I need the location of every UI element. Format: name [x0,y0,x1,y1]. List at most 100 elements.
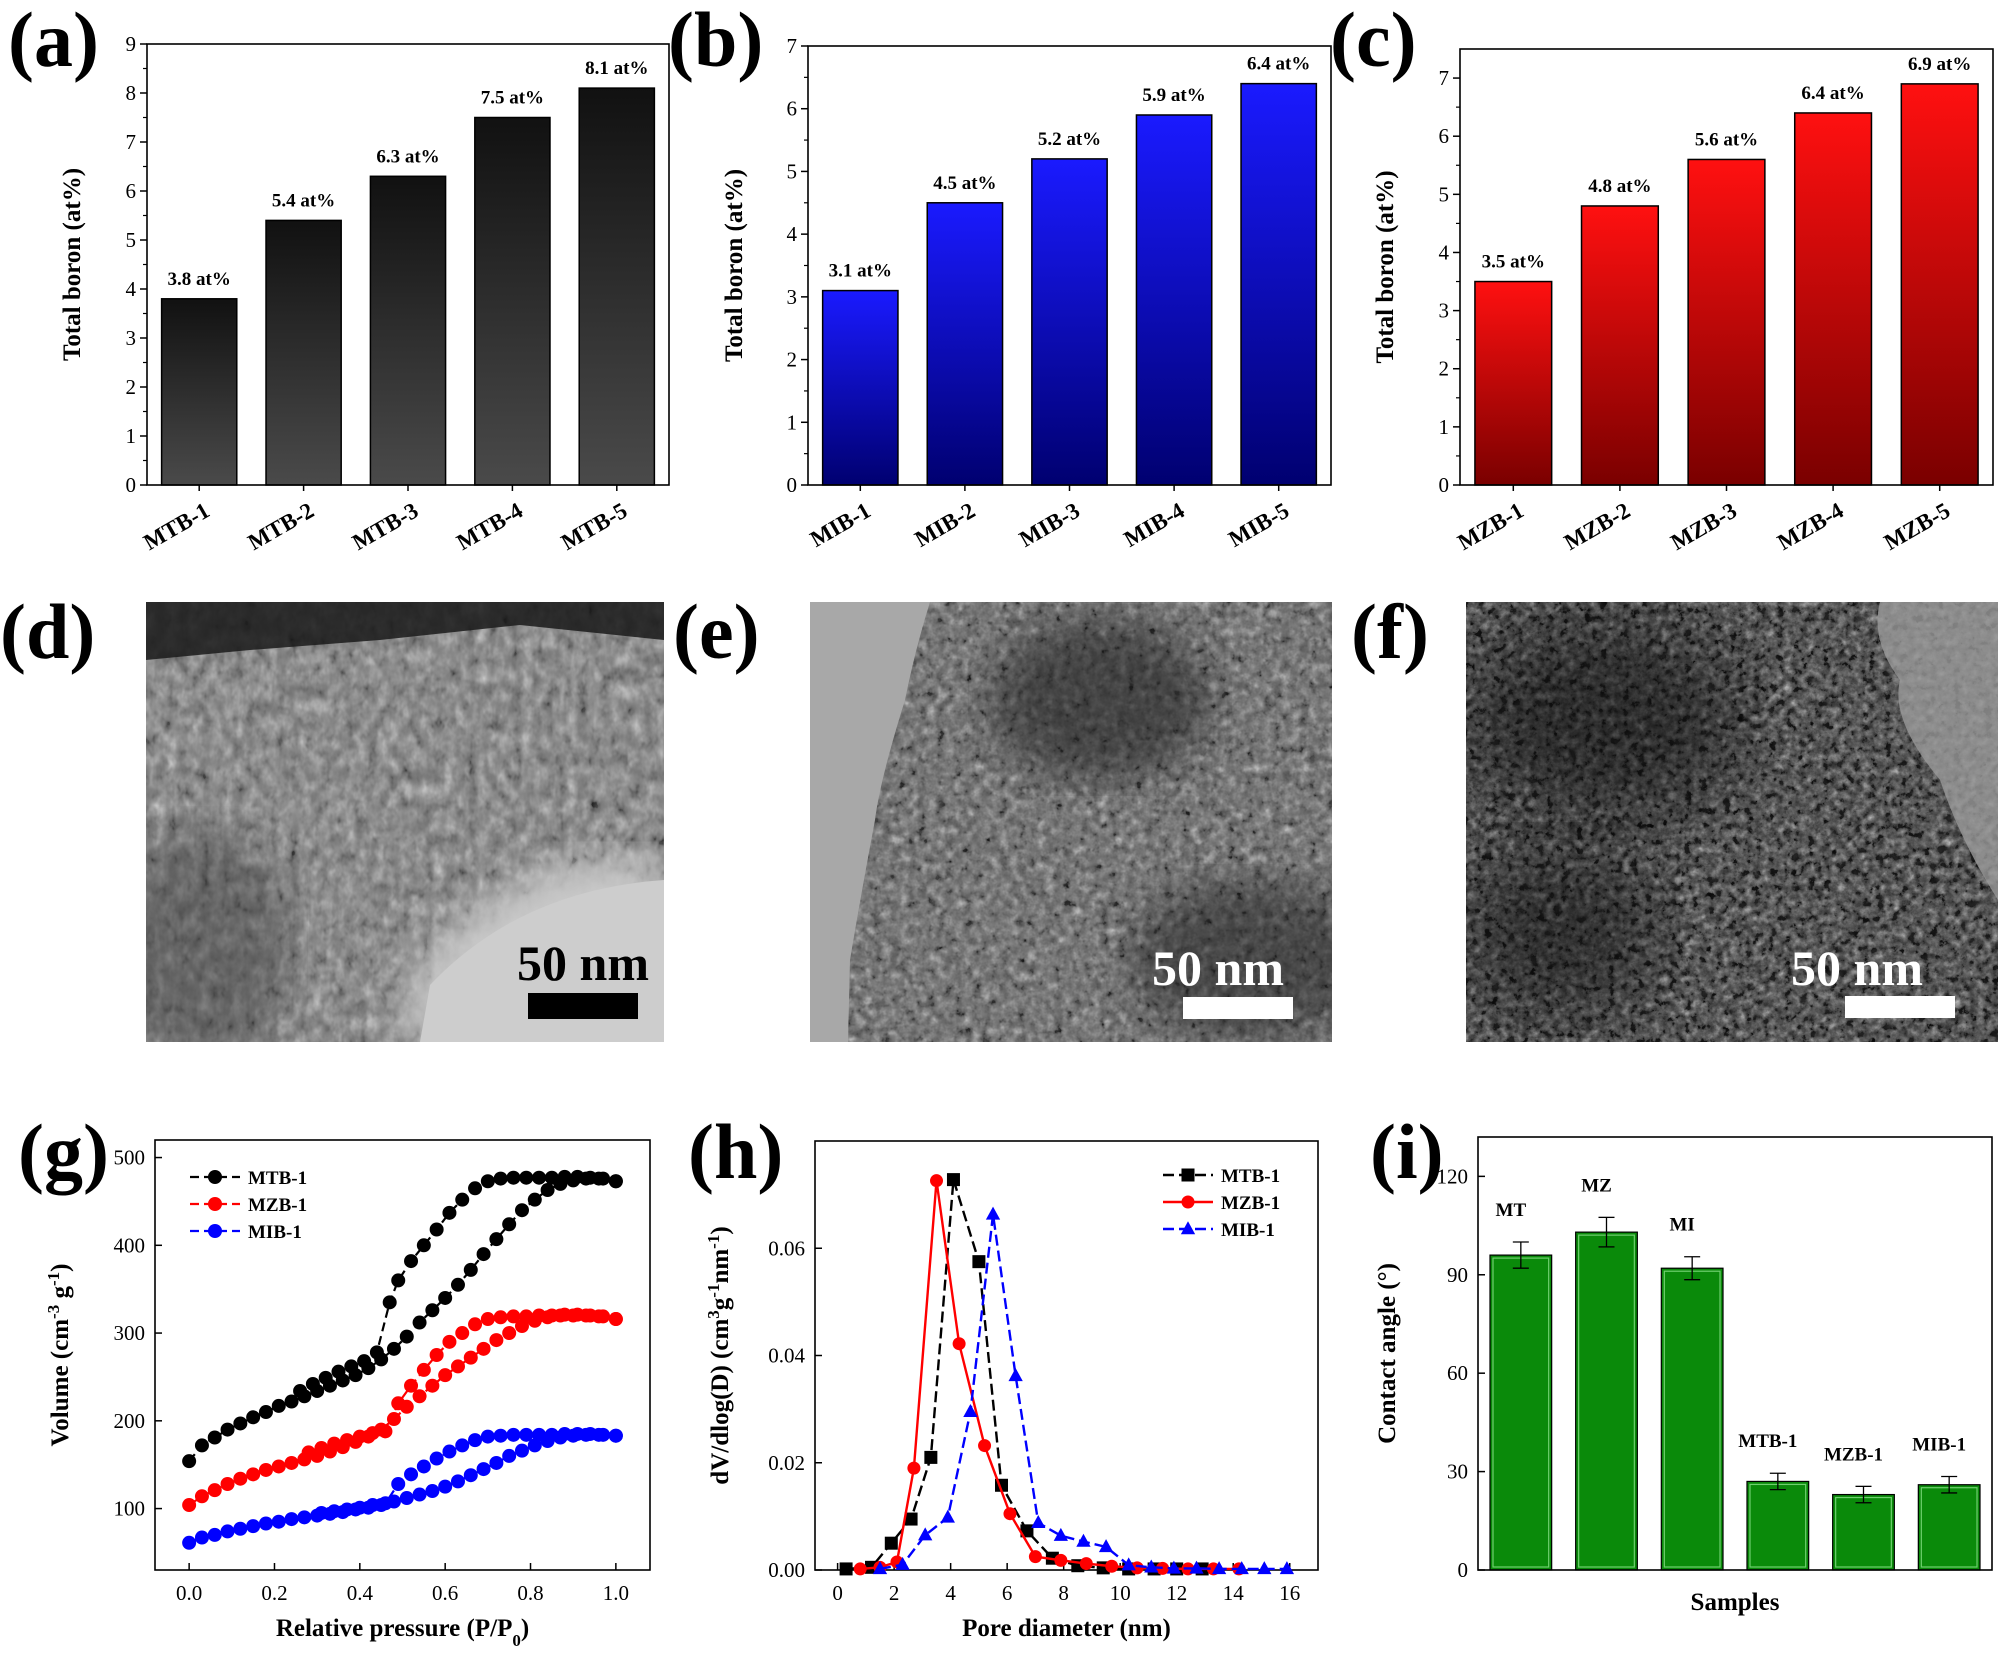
y-tick-label: 100 [114,1497,146,1521]
x-tick-label: 14 [1223,1581,1245,1605]
panel-label-a: (a) [8,0,99,83]
y-tick-label: 5 [1439,182,1450,206]
y-tick-label: 7 [126,130,137,154]
x-tick-label: 4 [945,1581,956,1605]
data-label-mzb-4: 6.4 at% [1801,83,1864,104]
y-tick-label: 1 [126,424,137,448]
y-axis-label: Total boron (at%) [59,168,86,361]
x-tick-label: 16 [1279,1581,1300,1605]
point-mib-1-desorption [340,1502,355,1517]
point-mib-1-adsorption [207,1527,222,1542]
x-tick-label: 12 [1166,1581,1187,1605]
x-tick-label-mib-3: MIB-3 [1015,498,1084,552]
y-axis-label: Volume (cm-3 g-1) [44,1264,75,1447]
category-label-mz: MZ [1581,1175,1612,1196]
y-axis-label-text: dV/dlog(D) (cm [707,1319,734,1485]
chart-a-boron-mtb: 3.8 at% MTB-1 5.4 at% MTB-2 6.3 at% MTB-3 7.5 … [59,32,670,555]
point-mzb-1-adsorption [502,1326,517,1341]
y-tick-label: 90 [1447,1263,1468,1287]
point-mtb-1-adsorption [220,1422,235,1437]
x-tick-label: 0.8 [517,1581,543,1605]
point-mzb-1-adsorption [194,1489,209,1504]
point-mtb-1-desorption [357,1354,372,1369]
point-mib-1-adsorption [258,1516,273,1531]
point-mib-1-adsorption [412,1487,427,1502]
point-mzb-1 [907,1461,921,1475]
legend-marker-mib-1 [1180,1221,1196,1235]
data-label-mzb-2: 4.8 at% [1588,176,1651,197]
point-mtb-1-desorption [583,1170,598,1185]
point-mtb-1 [839,1562,853,1576]
point-mib-1 [1144,1559,1159,1573]
tem-image-d: 50 nm [146,602,664,1042]
point-mzb-1-desorption [493,1310,508,1325]
point-mib-1-adsorption [399,1491,414,1506]
point-mib-1 [1031,1515,1046,1529]
x-tick-label-mzb-1: MZB-1 [1453,498,1527,555]
chart-b-boron-mib: 3.1 at% MIB-1 4.5 at% MIB-2 5.2 at% MIB-3 5.9 … [721,34,1332,552]
y-tick-label: 200 [114,1409,146,1433]
point-mib-1 [1053,1527,1068,1541]
point-mib-1-desorption [314,1505,329,1520]
point-mtb-1-adsorption [527,1192,542,1207]
data-label-mib-2: 4.5 at% [933,173,996,194]
bar-mtb-5 [578,87,656,486]
point-mzb-1-adsorption [412,1389,427,1404]
scale-label-f: 50 nm [1791,940,1923,996]
point-mzb-1 [952,1337,966,1351]
point-mtb-1-desorption [519,1170,534,1185]
point-mib-1-desorption [583,1426,598,1441]
point-mtb-1-desorption [305,1376,320,1391]
point-mtb-1-adsorption [207,1430,222,1445]
x-axis-label: Samples [1691,1589,1780,1616]
point-mzb-1 [1105,1559,1119,1573]
x-tick-label: 6 [1002,1581,1013,1605]
y-tick-label: 400 [114,1233,146,1257]
data-label-mtb-4: 7.5 at% [481,88,544,109]
y-tick-label: 4 [787,222,798,246]
chart-i-contact-angle: MT MZ MI MTB-1 MZB-1 MIB-1 0 30 60 90 120 Samples Co… [1374,1136,1993,1616]
y-tick-label: 120 [1437,1164,1469,1188]
scale-bar-e [1183,997,1293,1019]
x-tick-label-mtb-4: MTB-4 [452,497,527,555]
point-mzb-1-adsorption [271,1459,286,1474]
point-mib-1 [963,1404,978,1418]
point-mzb-1-adsorption [258,1462,273,1477]
point-mtb-1 [972,1255,986,1269]
point-mib-1-desorption [404,1467,419,1482]
bar-mzb-5 [1900,83,1979,486]
point-mib-1-adsorption [246,1519,261,1534]
point-mzb-1-desorption [301,1445,316,1460]
point-mib-1-adsorption [233,1521,248,1536]
x-axis-label: Relative pressure (P/P0) [276,1615,529,1650]
point-mib-1 [1008,1368,1023,1382]
point-mzb-1-desorption [365,1426,380,1441]
point-mtb-1-desorption [344,1359,359,1374]
bar-mz [1575,1231,1638,1571]
point-mzb-1-desorption [340,1433,355,1448]
point-mib-1 [1166,1560,1182,1574]
x-axis-label: Pore diameter (nm) [962,1615,1171,1642]
point-mib-1-desorption [352,1500,367,1515]
legend-label-mtb-1: MTB-1 [248,1168,307,1189]
point-mzb-1-adsorption [220,1477,235,1491]
point-mib-1-desorption [506,1427,521,1442]
y-tick-label: 5 [126,228,137,252]
point-mzb-1 [1130,1561,1144,1575]
y-tick-label: 0 [1458,1558,1469,1582]
y-tick-label: 60 [1447,1361,1468,1385]
point-mib-1 [1189,1560,1204,1574]
point-mib-1 [895,1556,910,1570]
x-tick-label-mib-5: MIB-5 [1224,498,1293,552]
point-mzb-1-desorption [378,1424,393,1439]
legend-marker-mib-1 [208,1224,222,1238]
point-mzb-1 [1028,1550,1042,1564]
point-mib-1-desorption [378,1496,393,1511]
legend-label-mtb-1: MTB-1 [1221,1166,1280,1187]
point-mtb-1-desorption [544,1170,559,1185]
legend-label-mib-1: MIB-1 [1221,1220,1275,1241]
data-label-mzb-5: 6.9 at% [1908,54,1971,75]
point-mtb-1-adsorption [284,1394,299,1409]
chart-h-pore-size: 0 2 4 6 8 10 12 14 16 0.00 0.02 0.04 0.06 Pore diamet… [704,1140,1319,1642]
point-mtb-1-desorption [608,1174,623,1189]
